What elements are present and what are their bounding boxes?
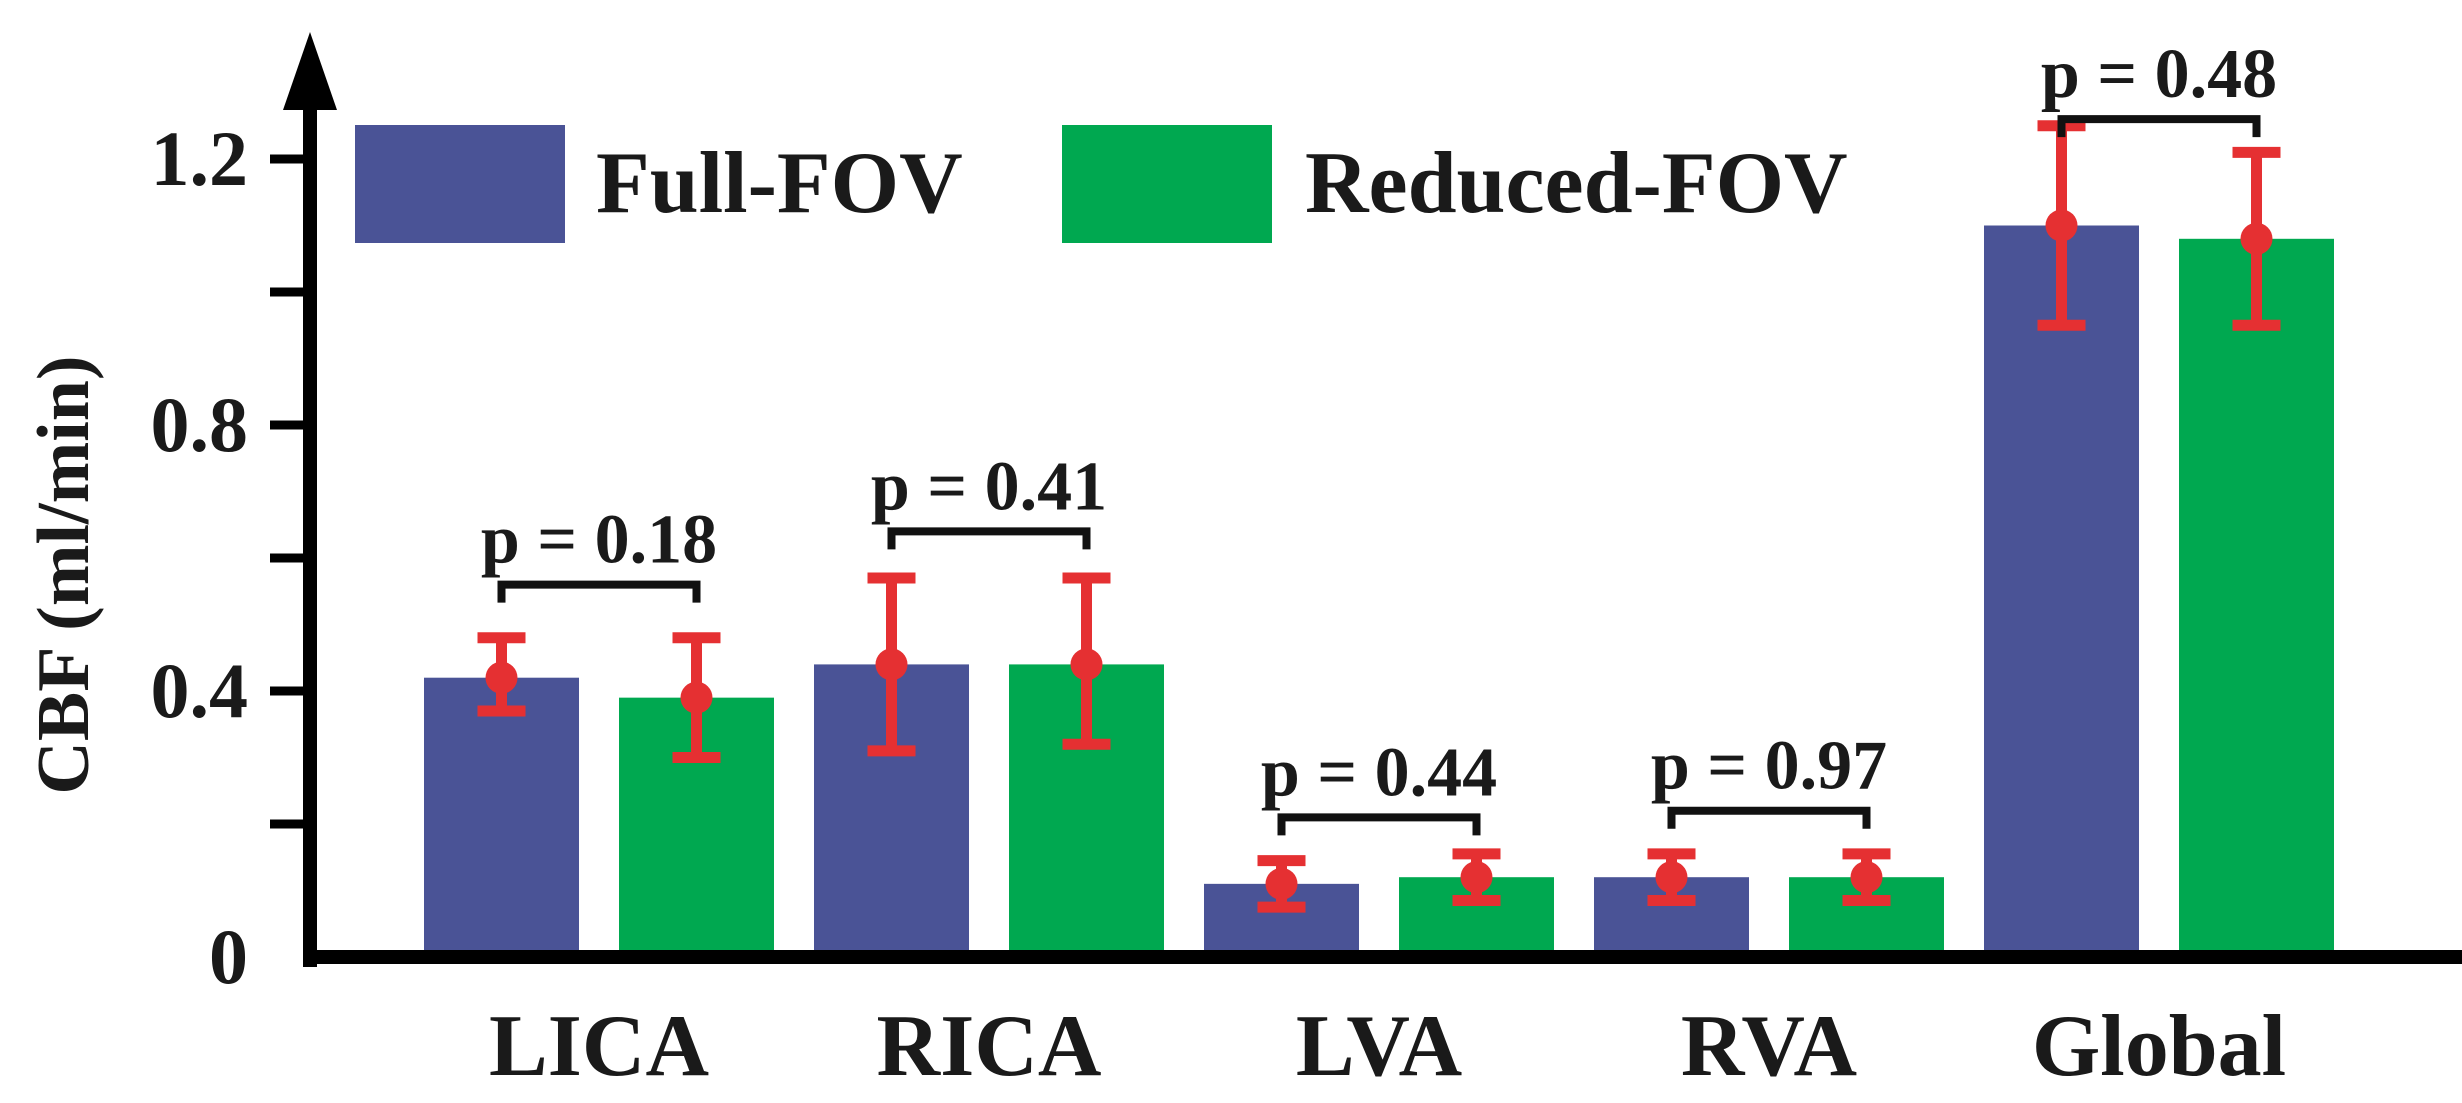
legend-swatch-reduced-fov	[1062, 125, 1272, 243]
significance-bracket-rica	[887, 527, 1091, 550]
error-bars-layer	[477, 120, 2281, 913]
significance-bracket-rva	[1667, 806, 1871, 829]
significance-bracket-global	[2057, 115, 2261, 138]
y-tick-label-0.4: 0.4	[151, 647, 249, 734]
y-tick-label-0.8: 0.8	[151, 381, 249, 468]
legend-label-reduced-fov: Reduced-FOV	[1305, 135, 1848, 232]
legend-swatch-full-fov	[355, 125, 565, 243]
y-axis-label: CBF (ml/min)	[23, 355, 105, 794]
significance-bracket-lica	[497, 580, 701, 603]
legend-label-full-fov: Full-FOV	[596, 135, 963, 232]
mean-point-rica-reduced-fov	[1070, 648, 1103, 681]
significance-bracket-lva	[1277, 813, 1481, 836]
p-value-label-global: p = 0.48	[2041, 36, 2277, 113]
mean-point-lva-reduced-fov	[1460, 861, 1493, 894]
y-axis-arrowhead	[283, 32, 337, 110]
p-value-label-rva: p = 0.97	[1651, 728, 1887, 805]
mean-point-rva-full-fov	[1655, 861, 1688, 894]
x-tick-label-rva: RVA	[1681, 998, 1857, 1095]
bar-global-full-fov	[1984, 225, 2139, 957]
mean-point-global-reduced-fov	[2240, 222, 2273, 255]
bar-global-reduced-fov	[2179, 238, 2334, 958]
bars-layer	[424, 225, 2334, 958]
x-tick-label-global: Global	[2032, 998, 2286, 1095]
legend: Full-FOV Reduced-FOV	[355, 125, 1848, 243]
p-value-label-lica: p = 0.18	[481, 502, 717, 579]
x-tick-label-rica: RICA	[877, 998, 1102, 1095]
mean-point-lica-reduced-fov	[680, 681, 713, 714]
mean-point-global-full-fov	[2045, 209, 2078, 242]
annotations-layer: p = 0.18 p = 0.41 p = 0.44 p = 0.97 p = 0.48	[481, 36, 2277, 836]
p-value-label-lva: p = 0.44	[1261, 734, 1497, 811]
mean-point-rva-reduced-fov	[1850, 861, 1883, 894]
mean-point-lica-full-fov	[485, 661, 518, 694]
p-value-label-rica: p = 0.41	[871, 448, 1107, 525]
bar-lica-full-fov	[424, 677, 579, 957]
y-tick-label-1.2: 1.2	[151, 115, 249, 202]
axes-layer: 0 0.4 0.8 1.2 LICA RICA LVA RVA Global	[151, 32, 2462, 1095]
x-tick-label-lva: LVA	[1296, 998, 1462, 1095]
y-tick-label-0: 0	[209, 913, 248, 1000]
mean-point-rica-full-fov	[875, 648, 908, 681]
x-tick-label-lica: LICA	[489, 998, 709, 1095]
mean-point-lva-full-fov	[1265, 867, 1298, 900]
